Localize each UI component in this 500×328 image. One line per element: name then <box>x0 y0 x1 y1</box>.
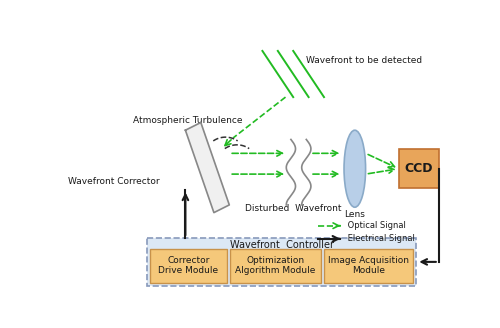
Text: Optical Signal: Optical Signal <box>345 221 406 230</box>
Text: Electrical Signal: Electrical Signal <box>345 234 414 243</box>
Text: Optimization
Algorithm Module: Optimization Algorithm Module <box>236 256 316 276</box>
Text: Corrector
Drive Module: Corrector Drive Module <box>158 256 218 276</box>
Text: Wavefront Corrector: Wavefront Corrector <box>68 177 159 186</box>
FancyBboxPatch shape <box>147 238 416 286</box>
Text: Wavefront to be detected: Wavefront to be detected <box>306 56 422 65</box>
Text: Lens: Lens <box>344 211 365 219</box>
Text: Disturbed  Wavefront: Disturbed Wavefront <box>244 204 341 213</box>
Text: Atmospheric Turbulence: Atmospheric Turbulence <box>133 116 242 125</box>
Text: CCD: CCD <box>404 162 433 175</box>
Polygon shape <box>186 123 230 213</box>
FancyBboxPatch shape <box>150 249 227 283</box>
FancyBboxPatch shape <box>230 249 321 283</box>
FancyBboxPatch shape <box>398 150 438 188</box>
Ellipse shape <box>344 130 366 207</box>
Text: Wavefront  Controller: Wavefront Controller <box>230 240 334 250</box>
Text: Image Acquisition
Module: Image Acquisition Module <box>328 256 409 276</box>
FancyBboxPatch shape <box>324 249 414 283</box>
